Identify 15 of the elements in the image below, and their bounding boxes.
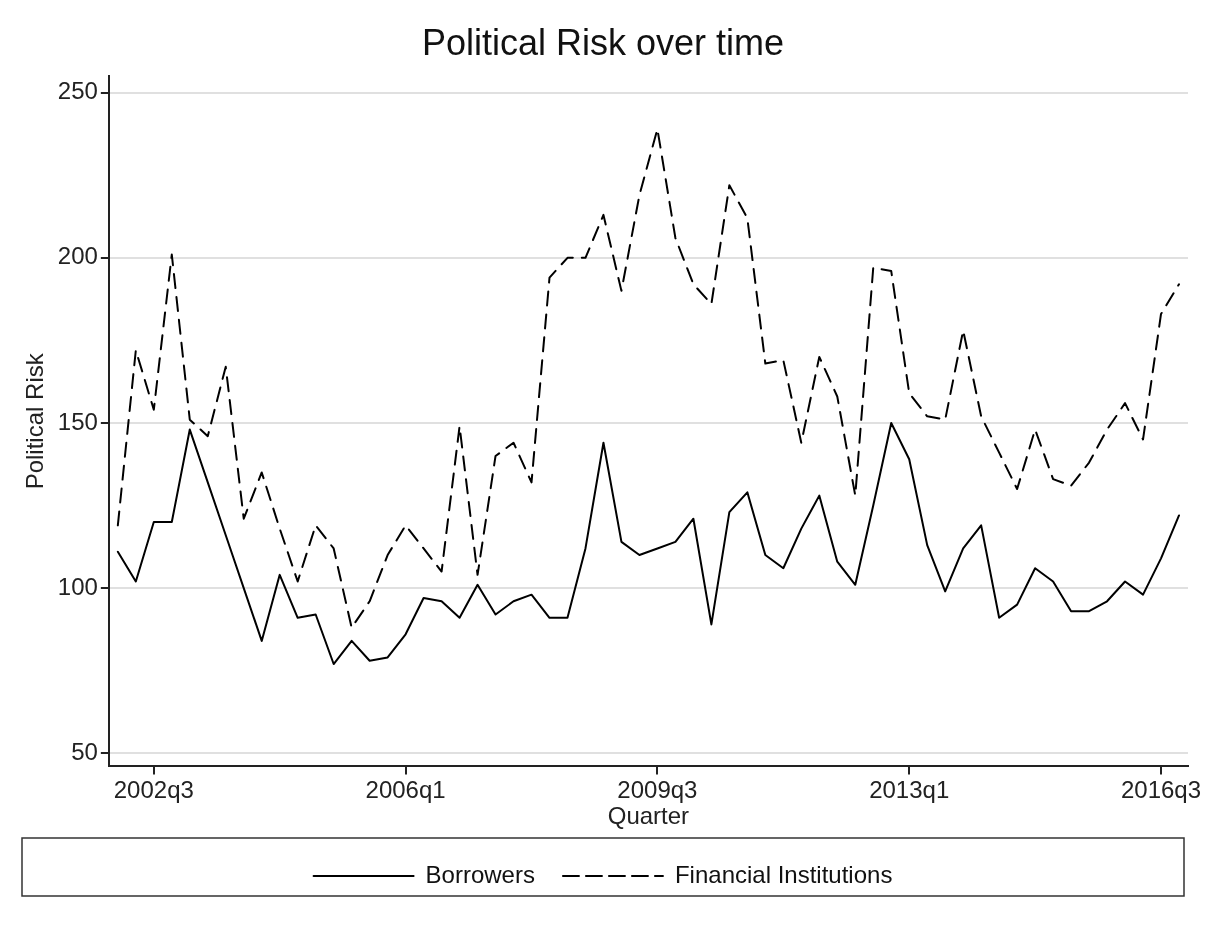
- x-tick-label: 2013q1: [869, 776, 950, 804]
- chart-title: Political Risk over time: [421, 21, 785, 63]
- y-tick-label: 100: [57, 572, 98, 600]
- x-tick-label: 2006q1: [365, 776, 446, 804]
- y-tick-label: 200: [57, 242, 98, 270]
- y-tick-label: 250: [57, 77, 98, 105]
- legend-label: Borrowers: [425, 860, 535, 888]
- x-tick-label: 2002q3: [113, 776, 194, 804]
- y-tick-label: 150: [57, 407, 98, 435]
- y-tick-label: 50: [71, 737, 98, 765]
- x-tick-label: 2009q3: [617, 776, 698, 804]
- x-tick-label: 2016q3: [1120, 776, 1202, 804]
- x-axis-title: Quarter: [607, 802, 690, 830]
- legend-label: Financial Institutions: [674, 860, 893, 888]
- y-axis-title: Political Risk: [21, 352, 49, 490]
